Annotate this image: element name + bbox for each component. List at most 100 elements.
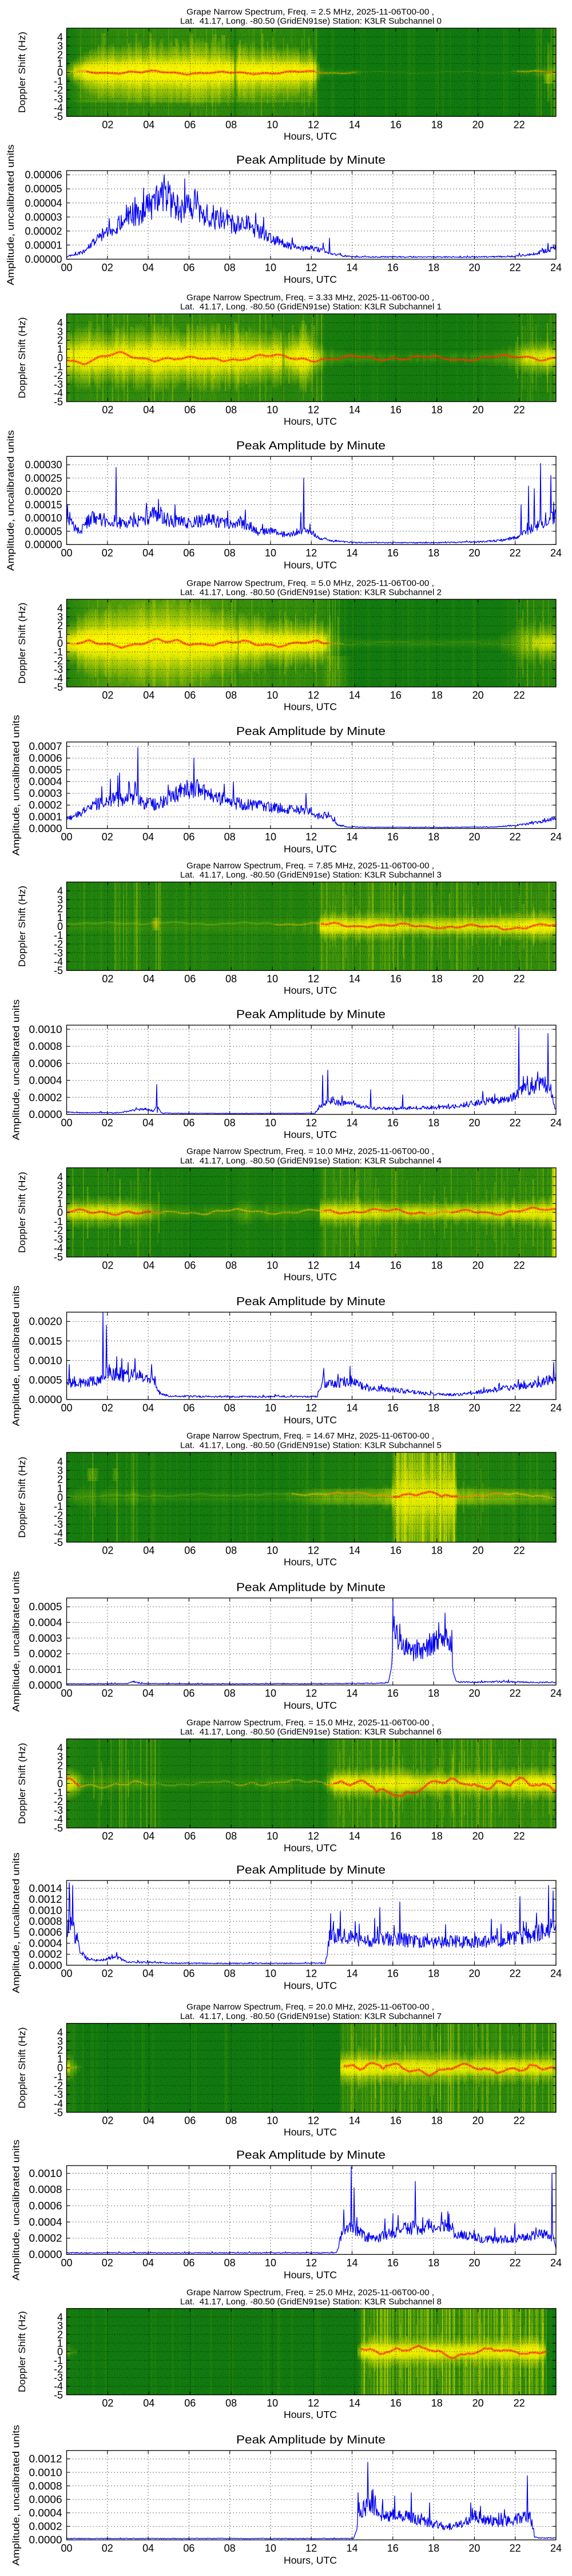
svg-text:04: 04 [143, 2397, 154, 2409]
svg-text:Grape Narrow Spectrum, Freq. =: Grape Narrow Spectrum, Freq. = 20.0 MHz,… [186, 2003, 434, 2012]
svg-text:16: 16 [390, 690, 402, 701]
svg-text:20: 20 [468, 1688, 480, 1699]
svg-text:Hours, UTC: Hours, UTC [284, 131, 337, 142]
svg-text:14: 14 [346, 2543, 357, 2554]
svg-text:4: 4 [57, 2312, 63, 2323]
svg-text:Grape Narrow Spectrum, Freq. =: Grape Narrow Spectrum, Freq. = 15.0 MHz,… [186, 1718, 434, 1728]
svg-text:1: 1 [57, 2337, 63, 2349]
svg-text:-1: -1 [54, 646, 63, 658]
svg-text:08: 08 [225, 1545, 237, 1556]
svg-text:18: 18 [428, 1968, 439, 1980]
svg-text:12: 12 [308, 119, 319, 131]
svg-text:08: 08 [225, 2397, 237, 2409]
svg-text:14: 14 [346, 1402, 357, 1413]
svg-text:00: 00 [61, 2257, 72, 2269]
svg-text:0.0000: 0.0000 [29, 1959, 62, 1971]
svg-text:06: 06 [184, 404, 196, 416]
svg-text:12: 12 [305, 1688, 317, 1699]
svg-text:20: 20 [472, 1831, 484, 1842]
svg-text:12: 12 [308, 2115, 319, 2127]
svg-text:16: 16 [390, 973, 402, 985]
svg-text:18: 18 [428, 1688, 439, 1699]
svg-text:-5: -5 [54, 681, 63, 693]
svg-text:04: 04 [143, 1259, 154, 1271]
svg-text:0.0002: 0.0002 [29, 2233, 62, 2244]
svg-text:24: 24 [550, 1688, 562, 1699]
svg-text:-2: -2 [54, 2364, 63, 2375]
svg-text:Lat. 41.17, Long. -80.50 (Gri: Lat. 41.17, Long. -80.50 (GridEN91se) St… [180, 1156, 442, 1165]
svg-text:0: 0 [57, 352, 63, 364]
svg-text:-3: -3 [54, 2089, 63, 2100]
svg-text:20: 20 [468, 262, 480, 273]
svg-text:02: 02 [102, 2257, 113, 2269]
svg-text:Grape Narrow Spectrum, Freq. =: Grape Narrow Spectrum, Freq. = 10.0 MHz,… [186, 1147, 434, 1156]
svg-text:0: 0 [57, 1778, 63, 1789]
svg-text:-3: -3 [54, 378, 63, 390]
svg-text:0.0001: 0.0001 [29, 1664, 62, 1676]
svg-text:Amplitude, uncalibrated units: Amplitude, uncalibrated units [11, 2140, 22, 2281]
svg-text:3: 3 [57, 894, 63, 906]
svg-text:0.0000: 0.0000 [29, 1394, 62, 1405]
svg-text:24: 24 [550, 2257, 562, 2269]
svg-text:24: 24 [550, 2543, 562, 2554]
svg-text:24: 24 [550, 262, 562, 273]
svg-text:08: 08 [224, 831, 236, 843]
svg-text:10: 10 [267, 2397, 278, 2409]
svg-text:Amplitude, uncalibrated units: Amplitude, uncalibrated units [11, 2425, 22, 2566]
svg-text:Doppler Shift (Hz): Doppler Shift (Hz) [17, 603, 27, 684]
svg-text:0: 0 [57, 2346, 63, 2357]
svg-text:2: 2 [57, 2329, 63, 2340]
svg-text:02: 02 [102, 1545, 113, 1556]
svg-text:-5: -5 [54, 396, 63, 408]
svg-text:Peak Amplitude by Minute: Peak Amplitude by Minute [236, 2149, 386, 2162]
svg-text:16: 16 [387, 547, 399, 559]
svg-text:0.0002: 0.0002 [29, 2521, 62, 2532]
svg-text:Lat. 41.17, Long. -80.50 (Gri: Lat. 41.17, Long. -80.50 (GridEN91se) St… [180, 17, 442, 26]
svg-text:12: 12 [308, 2397, 319, 2409]
svg-text:16: 16 [390, 1831, 402, 1842]
svg-text:2: 2 [57, 1474, 63, 1485]
svg-text:0.00004: 0.00004 [25, 197, 62, 209]
svg-text:12: 12 [305, 262, 317, 273]
svg-text:0.00000: 0.00000 [25, 539, 62, 551]
svg-text:-4: -4 [54, 956, 63, 967]
svg-text:1: 1 [57, 58, 63, 69]
svg-text:0.0008: 0.0008 [29, 2480, 62, 2492]
svg-text:20: 20 [468, 2543, 480, 2554]
svg-text:Peak Amplitude by Minute: Peak Amplitude by Minute [236, 1009, 386, 1021]
svg-text:Hours, UTC: Hours, UTC [284, 416, 337, 427]
svg-text:0.0000: 0.0000 [29, 2534, 62, 2546]
svg-text:Peak Amplitude by Minute: Peak Amplitude by Minute [236, 440, 386, 452]
svg-text:22: 22 [510, 1968, 521, 1980]
svg-text:-2: -2 [54, 85, 63, 96]
svg-text:02: 02 [102, 2115, 113, 2127]
svg-text:12: 12 [308, 973, 319, 985]
svg-text:00: 00 [61, 547, 72, 559]
svg-text:00: 00 [61, 1402, 72, 1413]
svg-text:14: 14 [346, 1117, 357, 1128]
svg-text:Hours, UTC: Hours, UTC [284, 843, 337, 855]
svg-text:-4: -4 [54, 1814, 63, 1825]
svg-text:-5: -5 [54, 111, 63, 123]
svg-text:0.0000: 0.0000 [29, 1109, 62, 1120]
svg-text:3: 3 [57, 2036, 63, 2047]
svg-text:-3: -3 [54, 93, 63, 105]
svg-text:-4: -4 [54, 2381, 63, 2392]
svg-text:00: 00 [61, 1968, 72, 1980]
svg-text:08: 08 [224, 2543, 236, 2554]
svg-text:-5: -5 [54, 965, 63, 977]
svg-text:-2: -2 [54, 1510, 63, 1521]
svg-text:06: 06 [184, 1259, 196, 1271]
svg-text:00: 00 [61, 1117, 72, 1128]
svg-text:20: 20 [472, 1545, 484, 1556]
svg-text:04: 04 [142, 1402, 154, 1413]
svg-text:22: 22 [510, 1688, 521, 1699]
svg-text:12: 12 [308, 1545, 319, 1556]
svg-text:10: 10 [265, 2543, 276, 2554]
svg-text:02: 02 [102, 1117, 113, 1128]
svg-text:0.0005: 0.0005 [29, 1601, 62, 1613]
svg-text:14: 14 [349, 690, 360, 701]
svg-text:10: 10 [267, 1545, 278, 1556]
svg-text:02: 02 [102, 973, 113, 985]
svg-text:02: 02 [102, 2543, 113, 2554]
